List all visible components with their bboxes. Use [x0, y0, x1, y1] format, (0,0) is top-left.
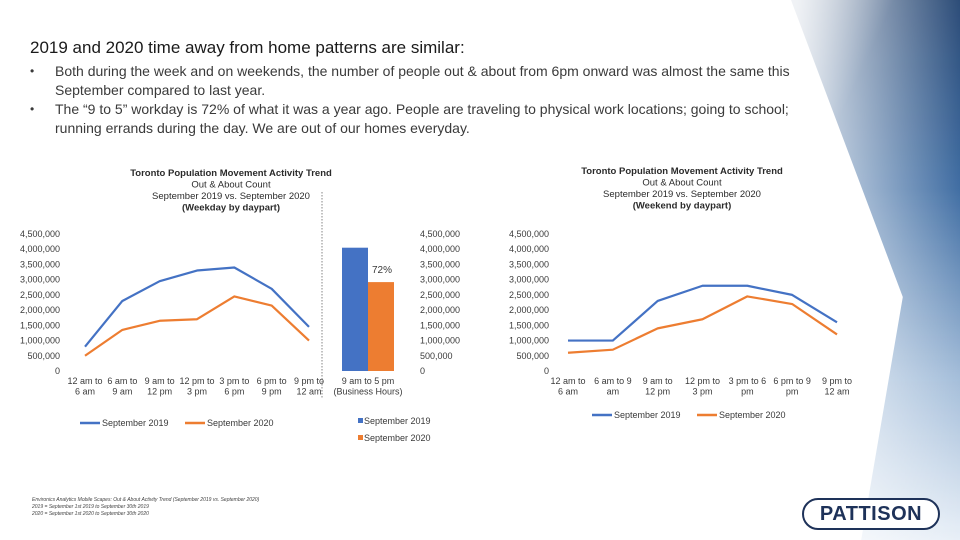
- y-tick-label: 3,000,000: [509, 275, 549, 285]
- x-tick-label: 9 am: [112, 387, 132, 397]
- chart-title-line: Out & About Count: [642, 178, 722, 189]
- legend-label: September 2020: [207, 418, 274, 428]
- y-tick-label: 3,500,000: [420, 259, 460, 269]
- y-tick-label: 4,000,000: [420, 244, 460, 254]
- x-tick-label: 9 am to 5 pm: [342, 376, 395, 386]
- chart-title-line: (Weekday by daypart): [182, 203, 280, 214]
- bullet-dot: •: [30, 102, 35, 116]
- y-tick-label: 0: [544, 366, 549, 376]
- x-tick-label: 3 pm to: [219, 376, 249, 386]
- x-tick-label: (Business Hours): [333, 387, 402, 397]
- x-tick-label: 6 pm to 9: [773, 376, 811, 386]
- y-tick-label: 4,500,000: [509, 229, 549, 239]
- y-tick-label: 500,000: [420, 351, 453, 361]
- bar-2020: [368, 282, 394, 371]
- x-tick-label: pm: [786, 387, 799, 397]
- series-line-2020: [567, 295, 838, 354]
- chart-title-line: (Weekend by daypart): [633, 201, 732, 212]
- y-tick-label: 2,000,000: [20, 305, 60, 315]
- y-tick-label: 500,000: [27, 351, 60, 361]
- x-tick-label: 6 pm to: [257, 376, 287, 386]
- x-tick-label: 12 pm to: [685, 376, 720, 386]
- chart-title-line: September 2019 vs. September 2020: [152, 191, 310, 202]
- x-tick-label: 9 pm to: [822, 376, 852, 386]
- series-line-2019: [568, 284, 838, 342]
- legend-label: September 2020: [364, 433, 431, 443]
- bullet-dot: •: [30, 64, 35, 78]
- legend-swatch: [358, 435, 363, 440]
- x-tick-label: 6 am to 9: [594, 376, 632, 386]
- y-tick-label: 2,500,000: [420, 290, 460, 300]
- x-tick-label: 3 pm: [692, 387, 712, 397]
- x-tick-label: 9 am to: [145, 376, 175, 386]
- pattison-logo: PATTISON: [802, 498, 940, 530]
- x-tick-label: 6 am: [75, 387, 95, 397]
- bullet-list: • Both during the week and on weekends, …: [30, 62, 800, 138]
- x-tick-label: 9 pm to: [294, 376, 324, 386]
- y-tick-label: 1,000,000: [509, 336, 549, 346]
- y-tick-label: 4,500,000: [420, 229, 460, 239]
- x-tick-label: 6 am to: [107, 376, 137, 386]
- x-tick-label: 3 pm to 6: [729, 376, 767, 386]
- bar-2019: [342, 247, 368, 371]
- bullet-text: The “9 to 5” workday is 72% of what it w…: [55, 101, 789, 136]
- y-tick-label: 0: [55, 366, 60, 376]
- x-tick-label: 12 am to: [550, 376, 585, 386]
- footnote-line: 2019 = September 1st 2019 to September 3…: [32, 504, 149, 510]
- y-tick-label: 3,500,000: [509, 259, 549, 269]
- footnote-line: Environics Analytics Mobile Scapes: Out …: [32, 497, 260, 503]
- y-tick-label: 1,000,000: [20, 336, 60, 346]
- legend-label: September 2019: [364, 416, 431, 426]
- x-tick-label: 12 am: [296, 387, 321, 397]
- x-tick-label: 3 pm: [187, 387, 207, 397]
- series-line-2019: [84, 266, 310, 348]
- y-tick-label: 500,000: [516, 351, 549, 361]
- y-tick-label: 2,000,000: [509, 305, 549, 315]
- y-tick-label: 2,000,000: [420, 305, 460, 315]
- y-tick-label: 3,500,000: [20, 259, 60, 269]
- bullet-text: Both during the week and on weekends, th…: [55, 63, 790, 98]
- bullet-item: • Both during the week and on weekends, …: [30, 62, 800, 100]
- y-tick-label: 3,000,000: [20, 275, 60, 285]
- bullet-item: • The “9 to 5” workday is 72% of what it…: [30, 100, 800, 138]
- x-tick-label: 6 pm: [224, 387, 244, 397]
- source-footnote: Environics Analytics Mobile Scapes: Out …: [32, 497, 259, 518]
- x-tick-label: 12 pm: [645, 387, 670, 397]
- x-tick-label: 9 pm: [262, 387, 282, 397]
- y-tick-label: 1,500,000: [20, 320, 60, 330]
- y-tick-label: 2,500,000: [509, 290, 549, 300]
- legend-label: September 2019: [614, 410, 681, 420]
- footnote-line: 2020 = September 1st 2020 to September 3…: [32, 511, 149, 517]
- y-tick-label: 1,000,000: [420, 336, 460, 346]
- chart-title-line: Toronto Population Movement Activity Tre…: [130, 168, 332, 179]
- chart-title-line: September 2019 vs. September 2020: [603, 189, 761, 200]
- y-tick-label: 3,000,000: [420, 275, 460, 285]
- x-tick-label: am: [607, 387, 620, 397]
- y-tick-label: 4,500,000: [20, 229, 60, 239]
- y-tick-label: 0: [420, 366, 425, 376]
- x-tick-label: pm: [741, 387, 754, 397]
- background-fade: [600, 0, 960, 540]
- y-tick-label: 1,500,000: [509, 320, 549, 330]
- x-tick-label: 12 am: [824, 387, 849, 397]
- legend-label: September 2020: [719, 410, 786, 420]
- chart-title-line: Out & About Count: [191, 180, 271, 191]
- y-tick-label: 2,500,000: [20, 290, 60, 300]
- x-tick-label: 12 pm to: [179, 376, 214, 386]
- chart-title-line: Toronto Population Movement Activity Tre…: [581, 166, 783, 177]
- x-tick-label: 12 pm: [147, 387, 172, 397]
- x-tick-label: 9 am to: [643, 376, 673, 386]
- x-tick-label: 12 am to: [67, 376, 102, 386]
- y-tick-label: 4,000,000: [509, 244, 549, 254]
- y-tick-label: 4,000,000: [20, 244, 60, 254]
- bar-annotation: 72%: [372, 265, 392, 276]
- slide-title: 2019 and 2020 time away from home patter…: [30, 38, 465, 57]
- legend-label: September 2019: [102, 418, 169, 428]
- x-tick-label: 6 am: [558, 387, 578, 397]
- y-tick-label: 1,500,000: [420, 320, 460, 330]
- legend-swatch: [358, 418, 363, 423]
